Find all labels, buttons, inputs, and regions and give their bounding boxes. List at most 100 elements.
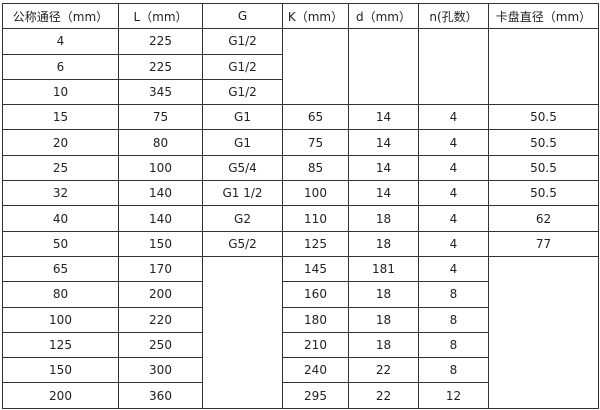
cell-chuck-diameter: 50.5 xyxy=(488,129,599,156)
cell-d: 18 xyxy=(348,230,419,257)
cell-thread-g: G2 xyxy=(202,205,283,232)
table-row: 25 100 G5/4 85 14 4 50.5 xyxy=(2,154,599,182)
cell-length: 150 xyxy=(118,230,203,257)
table-row: 80 200 160 18 8 xyxy=(2,281,599,308)
cell-length: 100 xyxy=(118,154,203,182)
table-row: 15 75 G1 65 14 4 50.5 xyxy=(2,104,599,131)
cell-length: 75 xyxy=(118,104,203,131)
cell-length: 140 xyxy=(118,205,203,232)
cell-nominal-diameter: 50 xyxy=(2,230,119,257)
cell-hole-count xyxy=(418,28,489,106)
cell-thread-g: G1/2 xyxy=(202,28,283,55)
cell-length: 360 xyxy=(118,382,203,409)
cell-chuck-diameter xyxy=(488,28,599,106)
cell-nominal-diameter: 65 xyxy=(2,255,119,283)
cell-nominal-diameter: 200 xyxy=(2,382,119,409)
header-length: L（mm） xyxy=(118,2,203,30)
cell-k: 100 xyxy=(282,180,349,207)
cell-hole-count: 8 xyxy=(418,281,489,308)
cell-thread-g: G1 xyxy=(202,104,283,131)
cell-k: 75 xyxy=(282,129,349,156)
cell-k: 110 xyxy=(282,205,349,232)
cell-length: 300 xyxy=(118,357,203,384)
table-row: 65 170 145 181 4 xyxy=(2,255,599,409)
header-thread-g: G xyxy=(202,2,283,30)
cell-hole-count: 8 xyxy=(418,331,489,359)
cell-thread-g: G5/2 xyxy=(202,230,283,257)
cell-k: 85 xyxy=(282,154,349,182)
header-d: d（mm） xyxy=(348,2,419,30)
cell-hole-count: 4 xyxy=(418,129,489,156)
cell-length: 200 xyxy=(118,281,203,308)
cell-d: 18 xyxy=(348,331,419,359)
cell-nominal-diameter: 32 xyxy=(2,180,119,207)
cell-k xyxy=(282,28,349,106)
cell-hole-count: 4 xyxy=(418,255,489,283)
cell-chuck-diameter: 50.5 xyxy=(488,154,599,182)
cell-d: 14 xyxy=(348,129,419,156)
cell-thread-g: G1 1/2 xyxy=(202,180,283,207)
table-row: 6 225 G1/2 xyxy=(2,53,599,80)
table-row: 4 225 G1/2 xyxy=(2,28,599,106)
cell-d: 14 xyxy=(348,154,419,182)
cell-d: 18 xyxy=(348,205,419,232)
table-row: 200 360 295 22 12 xyxy=(2,382,599,409)
cell-thread-g: G1/2 xyxy=(202,78,283,106)
cell-chuck-diameter xyxy=(488,255,599,409)
cell-chuck-diameter: 50.5 xyxy=(488,104,599,131)
cell-length: 80 xyxy=(118,129,203,156)
cell-chuck-diameter: 62 xyxy=(488,205,599,232)
table-row: 125 250 210 18 8 xyxy=(2,331,599,359)
cell-thread-g: G1/2 xyxy=(202,53,283,80)
table-row: 20 80 G1 75 14 4 50.5 xyxy=(2,129,599,156)
cell-d: 22 xyxy=(348,357,419,384)
cell-nominal-diameter: 100 xyxy=(2,306,119,333)
cell-length: 250 xyxy=(118,331,203,359)
cell-nominal-diameter: 125 xyxy=(2,331,119,359)
cell-nominal-diameter: 4 xyxy=(2,28,119,55)
cell-k: 180 xyxy=(282,306,349,333)
cell-d: 18 xyxy=(348,281,419,308)
cell-d xyxy=(348,28,419,106)
header-k: K（mm） xyxy=(282,2,349,30)
cell-nominal-diameter: 10 xyxy=(2,78,119,106)
header-chuck-diameter: 卡盘直径（mm） xyxy=(488,2,599,30)
table-row: 32 140 G1 1/2 100 14 4 50.5 xyxy=(2,180,599,207)
table-row: 50 150 G5/2 125 18 4 77 xyxy=(2,230,599,257)
cell-nominal-diameter: 150 xyxy=(2,357,119,384)
cell-d: 18 xyxy=(348,306,419,333)
cell-chuck-diameter: 50.5 xyxy=(488,180,599,207)
cell-nominal-diameter: 40 xyxy=(2,205,119,232)
table-row: 40 140 G2 110 18 4 62 xyxy=(2,205,599,232)
cell-d: 181 xyxy=(348,255,419,283)
cell-k: 160 xyxy=(282,281,349,308)
header-nominal-diameter: 公称通径（mm） xyxy=(2,2,119,30)
cell-length: 225 xyxy=(118,53,203,80)
cell-thread-g xyxy=(202,255,283,409)
cell-nominal-diameter: 25 xyxy=(2,154,119,182)
cell-hole-count: 4 xyxy=(418,154,489,182)
cell-k: 240 xyxy=(282,357,349,384)
cell-d: 14 xyxy=(348,104,419,131)
cell-hole-count: 4 xyxy=(418,205,489,232)
cell-hole-count: 4 xyxy=(418,230,489,257)
header-row: 公称通径（mm） L（mm） G K（mm） d（mm） n(孔数） 卡盘直径（mm） xyxy=(2,2,599,30)
cell-hole-count: 4 xyxy=(418,104,489,131)
table-row: 150 300 240 22 8 xyxy=(2,357,599,384)
cell-length: 140 xyxy=(118,180,203,207)
cell-length: 170 xyxy=(118,255,203,283)
cell-hole-count: 4 xyxy=(418,180,489,207)
cell-d: 22 xyxy=(348,382,419,409)
cell-length: 225 xyxy=(118,28,203,55)
cell-k: 145 xyxy=(282,255,349,283)
cell-hole-count: 12 xyxy=(418,382,489,409)
cell-chuck-diameter: 77 xyxy=(488,230,599,257)
cell-thread-g: G1 xyxy=(202,129,283,156)
cell-hole-count: 8 xyxy=(418,357,489,384)
cell-k: 65 xyxy=(282,104,349,131)
cell-thread-g: G5/4 xyxy=(202,154,283,182)
header-hole-count: n(孔数） xyxy=(418,2,489,30)
cell-k: 295 xyxy=(282,382,349,409)
cell-d: 14 xyxy=(348,180,419,207)
